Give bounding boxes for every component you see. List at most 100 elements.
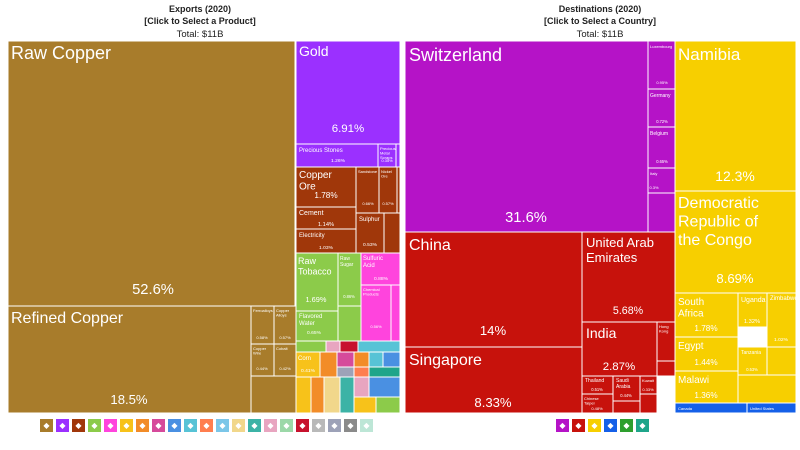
cell-precious-stones[interactable]: Precious Stones 1.26% [295,143,379,168]
destinations-treemap[interactable]: Switzerland 31.6% Luxembourg 0.95% Germany 0.… [405,41,796,413]
minor-cell[interactable] [319,351,338,378]
minor-cell[interactable] [357,340,400,353]
cell-india[interactable]: India 2.87% [581,321,658,377]
minor-cell[interactable] [310,376,325,413]
vehicle-icon[interactable]: ◆ [216,419,229,432]
minor-cell[interactable] [383,212,400,254]
cell-tanzania[interactable]: Tanzania 0.53% [737,346,768,376]
minor-cell[interactable] [353,351,370,368]
minor-cell[interactable] [368,366,400,378]
oceania-icon[interactable]: ◆ [636,419,649,432]
cell-ferroalloys[interactable]: Ferroalloys 0.58% [250,305,275,345]
destinations-select-link[interactable]: [Click to Select a Country] [543,16,657,26]
cell-rect[interactable] [405,346,583,413]
cell-rect[interactable] [612,375,641,402]
cell-rect[interactable] [581,231,676,323]
africa-icon[interactable]: ◆ [588,419,601,432]
minor-cell[interactable] [368,376,400,398]
minor-cell[interactable] [337,305,362,342]
weapon-icon[interactable]: ◆ [296,419,309,432]
cell-refined-copper[interactable]: Refined Copper 18.5% [8,305,252,413]
cell-rect[interactable] [766,292,796,348]
minor-cell[interactable] [353,376,370,398]
cell-switzerland[interactable]: Switzerland 31.6% [405,41,649,233]
cell-canada[interactable]: Canada [674,402,748,413]
minor-cell[interactable] [339,376,355,413]
cell-rect[interactable] [674,41,796,192]
cell-rect[interactable] [746,402,796,413]
cell-rect[interactable] [295,310,339,342]
exports-select-link[interactable]: [Click to Select a Product] [144,16,256,26]
copper-icon[interactable]: ◆ [40,419,53,432]
minor-cell[interactable] [639,393,658,413]
cell-egypt[interactable]: Egypt 1.44% [674,336,739,372]
minor-cell[interactable] [766,346,796,376]
cell-raw-copper[interactable]: Raw Copper 52.6% [8,41,296,307]
cell-corn[interactable]: Corn 0.41% [295,351,321,378]
cell-rect[interactable] [405,231,583,348]
gem-icon[interactable]: ◆ [56,419,69,432]
cell-thailand[interactable]: Thailand 0.51% [581,375,614,395]
cell-italy[interactable]: Italy 0.3% [647,167,677,194]
minor-cell[interactable] [390,284,400,342]
cell-belgium[interactable]: Belgium 0.65% [647,126,677,169]
asia-icon[interactable]: ◆ [572,419,585,432]
animal-icon[interactable]: ◆ [200,419,213,432]
cell-rect[interactable] [295,228,357,254]
cell-cobalt[interactable]: Cobalt 0.42% [273,343,297,377]
cell-gold[interactable]: Gold 6.91% [295,41,400,145]
mineral-icon[interactable]: ◆ [72,419,85,432]
machine-icon[interactable]: ◆ [168,419,181,432]
cell-rect[interactable] [647,167,677,194]
cell-rect[interactable] [647,88,677,128]
cell-electricity[interactable]: Electricity 1.03% [295,228,357,254]
wood-icon[interactable]: ◆ [328,419,341,432]
minor-cell[interactable] [647,192,677,233]
cell-rect[interactable] [360,284,392,342]
exports-treemap[interactable]: Raw Copper 52.6% Refined Copper 18.5% Gold 6.… [8,41,400,413]
europe-icon[interactable]: ◆ [556,419,569,432]
north-america-icon[interactable]: ◆ [604,419,617,432]
minor-cell[interactable] [353,396,377,413]
art-icon[interactable]: ◆ [360,419,373,432]
stone-icon[interactable]: ◆ [312,419,325,432]
cell-rect[interactable] [295,166,357,208]
cell-rect[interactable] [581,393,614,413]
plastic-icon[interactable]: ◆ [184,419,197,432]
south-america-icon[interactable]: ◆ [620,419,633,432]
chemical-icon[interactable]: ◆ [152,419,165,432]
minor-cell[interactable] [368,351,384,368]
cell-luxembourg[interactable]: Luxembourg 0.95% [647,41,677,90]
cell-sulphur[interactable]: Sulphur 0.53% [355,212,385,254]
minor-cell[interactable] [295,376,312,413]
cell-rect[interactable] [737,346,768,376]
minor-cell[interactable] [382,351,400,368]
cell-united-states[interactable]: United States [746,402,796,413]
instrument-icon[interactable]: ◆ [280,419,293,432]
cell-rect[interactable] [674,190,796,294]
furniture-icon[interactable]: ◆ [344,419,357,432]
cell-rect[interactable] [405,41,649,233]
cell-rect[interactable] [639,375,658,395]
cell-germany[interactable]: Germany 0.72% [647,88,677,128]
cell-rect[interactable] [355,212,385,254]
minor-cell[interactable] [656,360,676,377]
minor-cell[interactable] [375,396,400,413]
textile-icon[interactable]: ◆ [248,419,261,432]
cell-cement[interactable]: Cement 1.14% [295,206,357,230]
minor-cell[interactable] [353,366,370,378]
cell-rect[interactable] [295,41,400,145]
minor-cell[interactable] [336,351,355,368]
minor-cell[interactable] [295,340,327,353]
cell-zimbabwe[interactable]: Zimbabwe 1.02% [766,292,796,348]
flask-icon[interactable]: ◆ [104,419,117,432]
